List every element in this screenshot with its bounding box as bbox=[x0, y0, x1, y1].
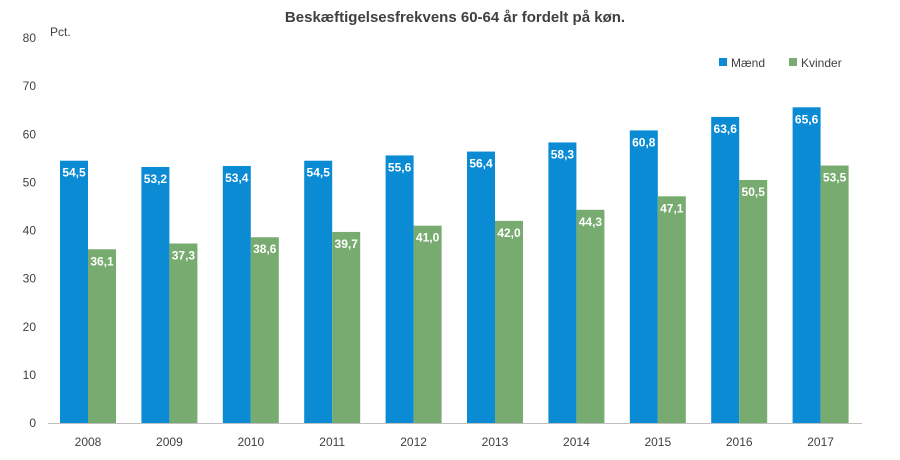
y-axis-unit-label: Pct. bbox=[50, 25, 71, 39]
legend-swatch bbox=[789, 58, 797, 66]
legend-label: Mænd bbox=[731, 56, 765, 70]
data-label: 38,6 bbox=[253, 242, 277, 256]
x-tick-label: 2012 bbox=[400, 435, 427, 449]
bar-maend-2015 bbox=[629, 130, 658, 423]
y-tick-label: 70 bbox=[23, 79, 37, 93]
bar-maend-2009 bbox=[141, 166, 170, 423]
x-tick-label: 2011 bbox=[319, 435, 345, 449]
x-tick-label: 2009 bbox=[156, 435, 183, 449]
data-label: 54,5 bbox=[307, 166, 331, 180]
bar-kvinder-2015 bbox=[657, 196, 686, 423]
y-tick-label: 0 bbox=[29, 416, 36, 430]
bar-kvinder-2012 bbox=[413, 225, 442, 423]
y-axis: 0 10 20 30 40 50 60 70 80 bbox=[23, 31, 37, 430]
bar-maend-2012 bbox=[385, 155, 414, 424]
data-label: 39,7 bbox=[335, 237, 359, 251]
bar-kvinder-2016 bbox=[739, 179, 768, 423]
y-tick-label: 80 bbox=[23, 31, 37, 45]
y-tick-label: 50 bbox=[23, 175, 37, 189]
bar-maend-2010 bbox=[222, 166, 251, 423]
x-tick-label: 2013 bbox=[482, 435, 509, 449]
data-label: 50,5 bbox=[742, 185, 766, 199]
x-tick-label: 2008 bbox=[75, 435, 102, 449]
bar-kvinder-2013 bbox=[495, 220, 523, 423]
y-tick-label: 60 bbox=[23, 127, 37, 141]
bar-maend-2016 bbox=[711, 116, 740, 424]
bar-maend-2011 bbox=[304, 160, 333, 423]
data-label: 60,8 bbox=[632, 135, 656, 149]
data-label: 65,6 bbox=[795, 112, 819, 126]
data-label: 47,1 bbox=[660, 201, 684, 215]
bar-kvinder-2009 bbox=[169, 243, 198, 423]
data-label: 54,5 bbox=[62, 166, 86, 180]
data-label: 41,0 bbox=[416, 231, 440, 245]
bars: 54,5 53,2 53,4 54,5 55,6 56,4 58,3 60,8 63,6 65,6… bbox=[48, 107, 862, 424]
bar-maend-2013 bbox=[467, 151, 495, 423]
data-label: 55,6 bbox=[388, 160, 412, 174]
legend-swatch bbox=[719, 58, 727, 66]
x-tick-label: 2010 bbox=[237, 435, 264, 449]
bar-kvinder-2017 bbox=[820, 165, 849, 423]
data-label: 44,3 bbox=[579, 215, 603, 229]
x-tick-label: 2016 bbox=[726, 435, 753, 449]
data-label: 53,5 bbox=[823, 171, 847, 185]
data-label: 56,4 bbox=[469, 157, 493, 171]
data-label: 37,3 bbox=[172, 248, 196, 262]
y-tick-label: 40 bbox=[23, 224, 37, 238]
data-label: 53,2 bbox=[144, 172, 168, 186]
data-label: 53,4 bbox=[225, 171, 249, 185]
bar-maend-2017 bbox=[792, 107, 821, 424]
bar-kvinder-2011 bbox=[332, 231, 361, 423]
legend-label: Kvinder bbox=[801, 56, 842, 70]
y-tick-label: 20 bbox=[23, 320, 37, 334]
data-label: 36,1 bbox=[90, 254, 114, 268]
x-tick-label: 2014 bbox=[563, 435, 590, 449]
bar-maend-2014 bbox=[548, 142, 577, 423]
x-tick-label: 2017 bbox=[807, 435, 834, 449]
x-axis: 2008 2009 2010 2011 2012 2013 2014 2015 2016 2017 bbox=[75, 435, 835, 449]
bar-kvinder-2014 bbox=[576, 209, 605, 423]
y-tick-label: 10 bbox=[23, 368, 37, 382]
data-label: 63,6 bbox=[714, 122, 738, 136]
bar-maend-2008 bbox=[60, 160, 88, 423]
chart-title: Beskæftigelsesfrekvens 60-64 år fordelt … bbox=[285, 9, 625, 26]
legend: Mænd Kvinder bbox=[719, 56, 842, 70]
data-label: 42,0 bbox=[497, 226, 521, 240]
y-tick-label: 30 bbox=[23, 272, 37, 286]
bar-kvinder-2008 bbox=[88, 249, 116, 423]
x-tick-label: 2015 bbox=[644, 435, 671, 449]
data-label: 58,3 bbox=[551, 147, 575, 161]
bar-kvinder-2010 bbox=[250, 237, 279, 423]
